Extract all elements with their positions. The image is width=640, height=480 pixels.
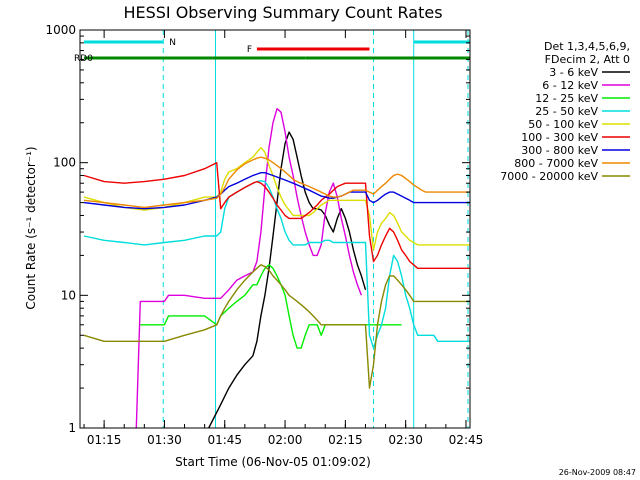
y-axis-label: Count Rate (s⁻¹ detector⁻¹) [24, 146, 38, 309]
x-tick-label-1: 01:30 [147, 433, 182, 447]
legend-label-3: 25 - 50 keV [535, 105, 598, 118]
y-tick-label-3: 1000 [45, 23, 76, 37]
legend-label-2: 12 - 25 keV [535, 92, 598, 105]
legend-label-5: 100 - 300 keV [521, 131, 598, 144]
legend-label-4: 50 - 100 keV [528, 118, 598, 131]
x-axis-label: Start Time (06-Nov-05 01:09:02) [175, 455, 371, 469]
plot-frame [79, 29, 471, 429]
series-layer [83, 108, 470, 429]
series-line-0 [209, 132, 410, 428]
series-line-8 [83, 264, 470, 389]
series-line-1 [135, 108, 363, 429]
series-line-7 [83, 156, 470, 209]
x-tick-label-4: 02:15 [328, 433, 363, 447]
legend-header-1: FDecim 2, Att 0 [545, 53, 630, 66]
state-label-0: N [169, 38, 176, 48]
legend-label-8: 7000 - 20000 keV [500, 170, 598, 183]
legend: Det 1,3,4,5,6,9,FDecim 2, Att 03 - 6 keV… [500, 40, 630, 183]
x-tick-label-3: 02:00 [268, 433, 303, 447]
x-tick-label-0: 01:15 [87, 433, 122, 447]
legend-label-1: 6 - 12 keV [542, 79, 598, 92]
x-tick-label-5: 02:30 [388, 433, 423, 447]
chart-title: HESSI Observing Summary Count Rates [123, 3, 442, 22]
x-tick-label-2: 01:45 [207, 433, 242, 447]
legend-header-0: Det 1,3,4,5,6,9, [544, 40, 630, 53]
series-line-5 [83, 162, 470, 269]
x-tick-label-6: 02:45 [449, 433, 484, 447]
y-tick-label-2: 100 [53, 156, 76, 170]
legend-label-6: 300 - 800 keV [521, 144, 598, 157]
y-tick-label-0: 1 [68, 421, 76, 435]
axes: 01:15 01:30 01:45 02:00 02:15 02:30 02:45 1 10 10… [45, 23, 483, 447]
y-tick-label-1: 10 [61, 288, 76, 302]
state-label-1: F [247, 45, 252, 55]
series-line-4 [83, 146, 470, 251]
legend-label-0: 3 - 6 keV [549, 66, 598, 79]
footer-timestamp: 26-Nov-2009 08:47 [559, 468, 636, 477]
legend-label-7: 800 - 7000 keV [514, 157, 598, 170]
